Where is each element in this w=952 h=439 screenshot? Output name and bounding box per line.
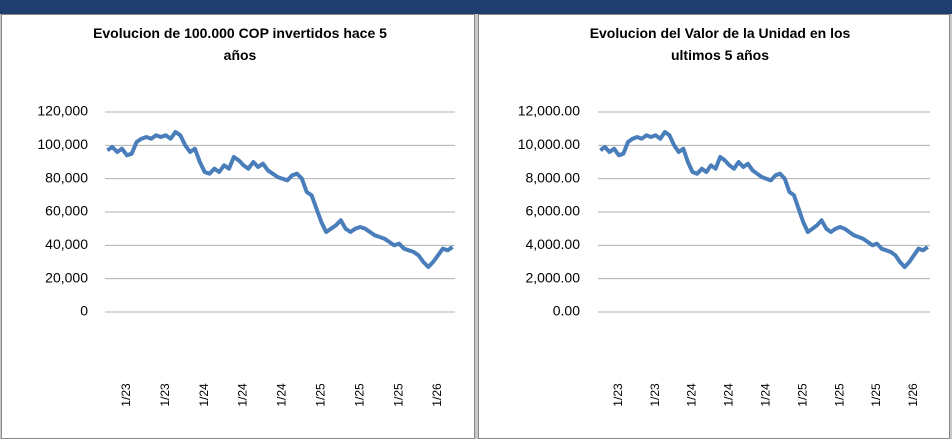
x-tick-label: 1/25	[869, 383, 883, 407]
y-tick-label: 6,000.00	[526, 203, 581, 219]
y-tick-label: 100,000	[37, 136, 88, 152]
x-tick-label: 1/25	[832, 383, 846, 407]
x-tick-label: 1/24	[685, 383, 699, 407]
x-tick-label: 1/24	[722, 383, 736, 407]
x-tick-label: 1/23	[119, 383, 133, 407]
x-tick-label: 1/25	[313, 383, 327, 407]
x-tick-label: 1/23	[158, 383, 172, 407]
x-tick-label: 1/24	[275, 383, 289, 407]
top-bar	[0, 0, 952, 14]
panel	[1, 14, 475, 439]
y-tick-label: 60,000	[45, 203, 88, 219]
panel	[478, 14, 950, 439]
x-tick-label: 1/23	[648, 383, 662, 407]
y-tick-label: 8,000.00	[526, 169, 581, 185]
y-tick-label: 4,000.00	[526, 236, 581, 252]
y-tick-label: 0.00	[553, 303, 580, 319]
x-tick-label: 1/23	[611, 383, 625, 407]
x-tick-label: 1/26	[906, 383, 920, 407]
y-tick-label: 2,000.00	[526, 269, 581, 285]
y-tick-label: 20,000	[45, 269, 88, 285]
y-tick-label: 40,000	[45, 236, 88, 252]
y-tick-label: 80,000	[45, 169, 88, 185]
x-tick-label: 1/25	[352, 383, 366, 407]
y-tick-label: 0	[80, 303, 88, 319]
data-line	[599, 130, 929, 269]
x-tick-label: 1/24	[758, 383, 772, 407]
chart-title: Evolucion del Valor de la Unidad en los …	[589, 25, 851, 63]
chart-title: Evolucion de 100.000 COP invertidos hace…	[93, 25, 387, 63]
x-tick-label: 1/24	[236, 383, 250, 407]
x-tick-label: 1/24	[197, 383, 211, 407]
y-tick-label: 120,000	[37, 103, 88, 119]
x-tick-label: 1/25	[391, 383, 405, 407]
y-tick-label: 10,000.00	[518, 136, 580, 152]
y-tick-label: 12,000.00	[518, 103, 580, 119]
x-tick-label: 1/26	[430, 383, 444, 407]
x-tick-label: 1/25	[795, 383, 809, 407]
data-line	[106, 130, 454, 269]
